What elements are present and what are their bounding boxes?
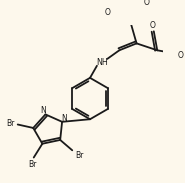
Text: O: O (178, 51, 184, 60)
Text: Br: Br (7, 119, 15, 128)
Text: Br: Br (75, 151, 83, 160)
Text: NH: NH (96, 58, 108, 67)
Text: Br: Br (28, 160, 36, 169)
Text: O: O (149, 21, 155, 30)
Text: O: O (144, 0, 150, 7)
Text: N: N (40, 107, 46, 115)
Text: O: O (104, 8, 110, 17)
Text: N: N (61, 114, 67, 123)
